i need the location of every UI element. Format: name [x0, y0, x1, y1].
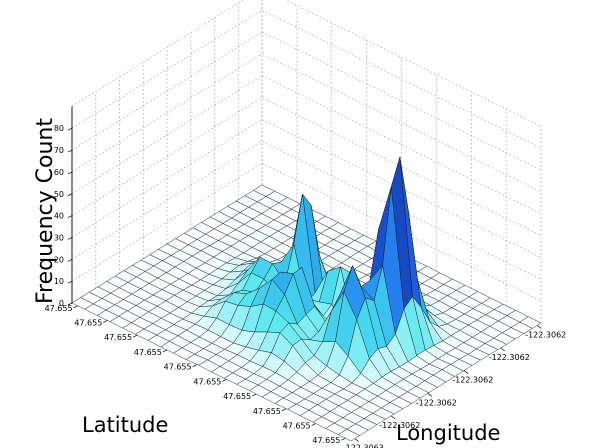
longitude-tick-mark: [427, 393, 432, 397]
latitude-tick-mark: [192, 364, 197, 367]
latitude-tick-label: 47.655: [223, 392, 251, 401]
longitude-tick-label: -122.3062: [525, 330, 566, 339]
latitude-tick-mark: [132, 334, 138, 338]
latitude-tick-label: 47.655: [134, 348, 162, 357]
latitude-axis-ticks: 47.65547.65547.65547.65547.65547.65547.6…: [45, 304, 346, 445]
wall-gridline: [71, 31, 542, 171]
z-tick-mark: [67, 193, 73, 197]
latitude-tick-label: 47.655: [312, 436, 340, 445]
z-tick-mark: [67, 149, 73, 153]
latitude-tick-mark: [222, 379, 227, 382]
latitude-axis-title: Latitude: [82, 413, 168, 437]
longitude-tick-label: -122.3062: [416, 398, 457, 407]
latitude-tick-label: 47.655: [104, 333, 132, 342]
z-tick-label: 40: [54, 212, 64, 221]
latitude-tick-mark: [251, 393, 257, 397]
latitude-tick-label: 47.655: [193, 377, 221, 386]
latitude-tick-mark: [281, 408, 287, 412]
surface-facet: [337, 428, 361, 442]
latitude-tick-label: 47.655: [45, 304, 73, 313]
latitude-tick-label: 47.655: [253, 407, 281, 416]
z-tick-label: 0: [59, 299, 64, 308]
longitude-tick-mark: [391, 415, 396, 420]
z-tick-label: 20: [54, 255, 64, 264]
latitude-tick-mark: [162, 349, 168, 353]
z-tick-label: 70: [54, 146, 64, 155]
surface-mesh: [71, 156, 542, 442]
latitude-tick-mark: [73, 305, 78, 309]
z-tick-label: 50: [54, 190, 64, 199]
latitude-tick-mark: [311, 423, 316, 426]
longitude-axis-title: Longitude: [396, 421, 500, 445]
latitude-tick-mark: [103, 320, 108, 323]
z-tick-mark: [67, 280, 73, 284]
longitude-tick-label: -122.3062: [379, 421, 420, 430]
z-tick-mark: [67, 171, 73, 175]
z-axis-title: Frequency Count: [33, 118, 58, 304]
box-top-edge: [71, 0, 542, 127]
latitude-tick-label: 47.655: [74, 318, 102, 327]
z-tick-label: 80: [54, 124, 64, 133]
latitude-tick-mark: [341, 437, 346, 441]
longitude-tick-label: -122.3062: [452, 376, 493, 385]
z-tick-label: 10: [54, 277, 64, 286]
latitude-tick-label: 47.655: [283, 422, 311, 431]
wall-gridline: [71, 75, 542, 215]
z-tick-mark: [67, 237, 73, 240]
longitude-tick-mark: [536, 325, 542, 329]
longitude-tick-label: -122.3062: [489, 353, 530, 362]
wall-gridline: [71, 53, 542, 193]
z-axis-ticks: 0 10 20 30 40 50 60 70 80: [54, 124, 73, 308]
latitude-tick-label: 47.655: [164, 363, 192, 372]
z-tick-mark: [67, 127, 73, 131]
longitude-tick-mark: [464, 370, 469, 374]
longitude-axis-ticks: -122.3063 -122.3062 -122.3062 -122.3062 -122…: [343, 325, 566, 448]
z-tick-mark: [67, 215, 73, 218]
z-tick-label: 60: [54, 168, 64, 177]
wall-gridline: [71, 9, 542, 149]
longitude-tick-mark: [500, 347, 505, 352]
z-tick-mark: [67, 302, 73, 306]
z-tick-mark: [67, 258, 73, 262]
longitude-tick-label: -122.3063: [343, 444, 384, 448]
z-tick-label: 30: [54, 233, 64, 242]
longitude-tick-mark: [354, 438, 360, 442]
